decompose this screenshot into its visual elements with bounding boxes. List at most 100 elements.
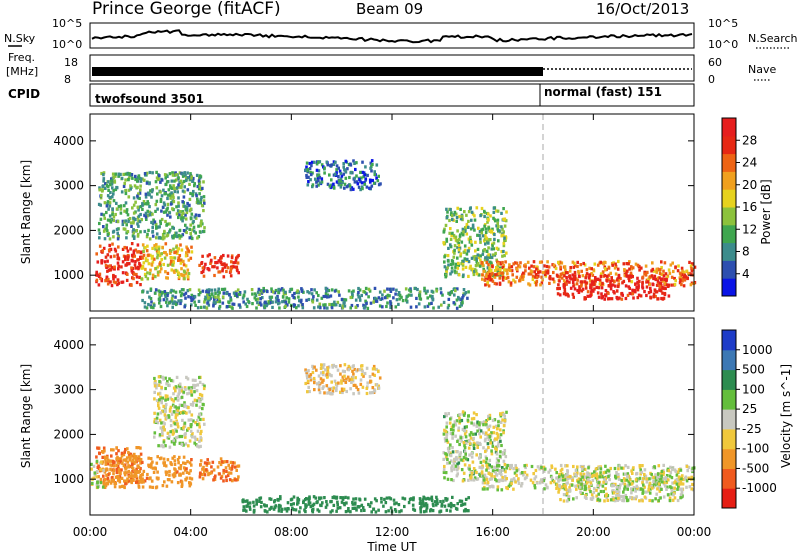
data-cell bbox=[648, 498, 651, 503]
data-cell bbox=[335, 168, 338, 172]
data-cell bbox=[460, 435, 464, 440]
data-cell bbox=[681, 474, 684, 478]
data-cell bbox=[604, 487, 607, 491]
data-cell bbox=[186, 274, 190, 279]
data-cell bbox=[99, 477, 103, 481]
data-cell bbox=[106, 462, 110, 466]
data-cell bbox=[189, 425, 193, 429]
data-cell bbox=[607, 266, 611, 270]
data-cell bbox=[599, 471, 602, 475]
data-cell bbox=[625, 478, 629, 482]
data-cell bbox=[332, 182, 335, 186]
data-cell bbox=[673, 276, 676, 281]
data-cell bbox=[115, 446, 118, 450]
data-cell bbox=[201, 266, 205, 270]
data-cell bbox=[500, 488, 504, 492]
data-cell bbox=[116, 253, 119, 257]
data-cell bbox=[490, 255, 494, 260]
data-cell bbox=[641, 488, 645, 492]
data-cell bbox=[656, 487, 659, 491]
colorbar-swatch bbox=[722, 224, 736, 244]
data-cell bbox=[332, 186, 336, 190]
data-cell bbox=[311, 183, 315, 187]
data-cell bbox=[388, 287, 392, 291]
data-cell bbox=[123, 209, 126, 213]
data-cell bbox=[499, 273, 502, 278]
data-cell bbox=[612, 491, 616, 495]
data-cell bbox=[608, 478, 611, 482]
data-cell bbox=[685, 464, 689, 469]
data-cell bbox=[338, 293, 341, 297]
data-cell bbox=[632, 496, 636, 500]
data-cell bbox=[204, 295, 207, 299]
data-cell bbox=[499, 420, 503, 424]
data-cell bbox=[361, 369, 364, 373]
data-cell bbox=[171, 207, 174, 211]
data-cell bbox=[595, 475, 599, 479]
data-cell bbox=[455, 507, 459, 511]
data-cell bbox=[157, 404, 160, 408]
data-cell bbox=[180, 410, 183, 415]
data-cell bbox=[466, 458, 470, 462]
data-cell bbox=[687, 476, 691, 480]
data-cell bbox=[337, 175, 340, 179]
data-cell bbox=[329, 294, 333, 298]
data-cell bbox=[630, 491, 633, 495]
data-cell bbox=[585, 481, 589, 485]
data-cell bbox=[358, 298, 362, 302]
data-cell bbox=[576, 484, 579, 488]
data-cell bbox=[302, 500, 305, 505]
data-cell bbox=[113, 247, 117, 251]
data-cell bbox=[105, 210, 108, 215]
data-cell bbox=[320, 163, 324, 167]
data-cell bbox=[322, 363, 326, 367]
data-cell bbox=[188, 182, 191, 186]
power-panel-background bbox=[90, 114, 694, 311]
data-cell bbox=[175, 419, 178, 423]
data-cell bbox=[581, 483, 585, 487]
data-cell bbox=[156, 470, 159, 474]
data-cell bbox=[106, 202, 109, 206]
data-cell bbox=[428, 302, 431, 306]
data-cell bbox=[649, 487, 652, 491]
data-cell bbox=[136, 265, 140, 269]
data-cell bbox=[669, 263, 673, 267]
data-cell bbox=[169, 249, 173, 253]
data-cell bbox=[478, 432, 481, 436]
data-cell bbox=[171, 429, 175, 433]
data-cell bbox=[95, 273, 98, 277]
data-cell bbox=[575, 496, 578, 500]
data-cell bbox=[578, 485, 582, 489]
data-cell bbox=[163, 203, 166, 207]
data-cell bbox=[116, 283, 119, 287]
data-cell bbox=[144, 246, 147, 250]
data-cell bbox=[369, 301, 373, 305]
data-cell bbox=[603, 274, 607, 278]
data-cell bbox=[472, 441, 476, 445]
data-cell bbox=[372, 364, 376, 369]
data-cell bbox=[233, 461, 236, 465]
data-cell bbox=[166, 263, 170, 267]
data-cell bbox=[389, 302, 392, 306]
data-cell bbox=[180, 267, 183, 271]
x-tick-label: 20:00 bbox=[576, 525, 611, 539]
data-cell bbox=[361, 170, 364, 174]
data-cell bbox=[180, 272, 183, 277]
data-cell bbox=[114, 174, 117, 178]
data-cell bbox=[662, 463, 665, 467]
data-cell bbox=[157, 383, 161, 387]
data-cell bbox=[183, 185, 186, 189]
data-cell bbox=[578, 285, 582, 289]
data-cell bbox=[643, 485, 646, 489]
data-cell bbox=[208, 298, 211, 302]
data-cell bbox=[464, 226, 467, 230]
data-cell bbox=[164, 394, 168, 398]
data-cell bbox=[458, 442, 461, 447]
data-cell bbox=[116, 464, 120, 468]
data-cell bbox=[307, 369, 310, 373]
data-cell bbox=[112, 175, 116, 179]
data-cell bbox=[122, 453, 126, 457]
colorbar-swatch bbox=[722, 278, 736, 297]
x-tick-label: 00:00 bbox=[677, 525, 712, 539]
data-cell bbox=[205, 463, 209, 467]
